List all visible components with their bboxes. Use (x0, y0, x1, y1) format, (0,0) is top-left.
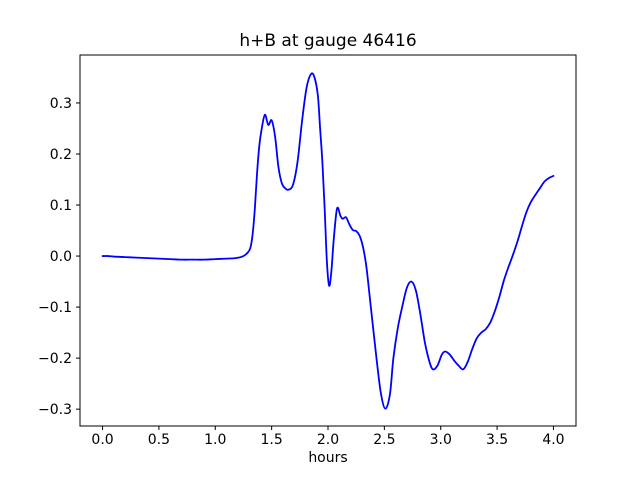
x-tick-label: 4.0 (542, 432, 564, 448)
chart-title: h+B at gauge 46416 (239, 31, 417, 51)
y-tick-label: 0.1 (50, 198, 72, 214)
plot-canvas: 0.0 0.5 1.0 1.5 2.0 2.5 3.0 3.5 4.0 0.3 0.2 0.1 0.0 −… (38, 54, 577, 448)
y-tick-label: 0.2 (50, 147, 72, 163)
y-tick-label: −0.2 (38, 351, 72, 367)
x-tick-label: 2.5 (373, 432, 395, 448)
data-line (101, 72, 555, 410)
x-axis-label: hours (308, 450, 348, 466)
x-tick-label: 3.5 (486, 432, 508, 448)
x-tick-label: 2.0 (317, 432, 339, 448)
y-tick-label: −0.1 (38, 300, 72, 316)
x-tick-label: 1.0 (204, 432, 226, 448)
x-tick-label: 3.0 (430, 432, 452, 448)
x-tick-label: 1.5 (261, 432, 283, 448)
y-tick-label: 0.3 (50, 96, 72, 112)
y-tick-label: 0.0 (50, 249, 72, 265)
x-tick-label: 0.5 (148, 432, 170, 448)
y-tick-label: −0.3 (38, 402, 72, 418)
axes-frame (79, 54, 577, 427)
x-tick-label: 0.0 (91, 432, 113, 448)
